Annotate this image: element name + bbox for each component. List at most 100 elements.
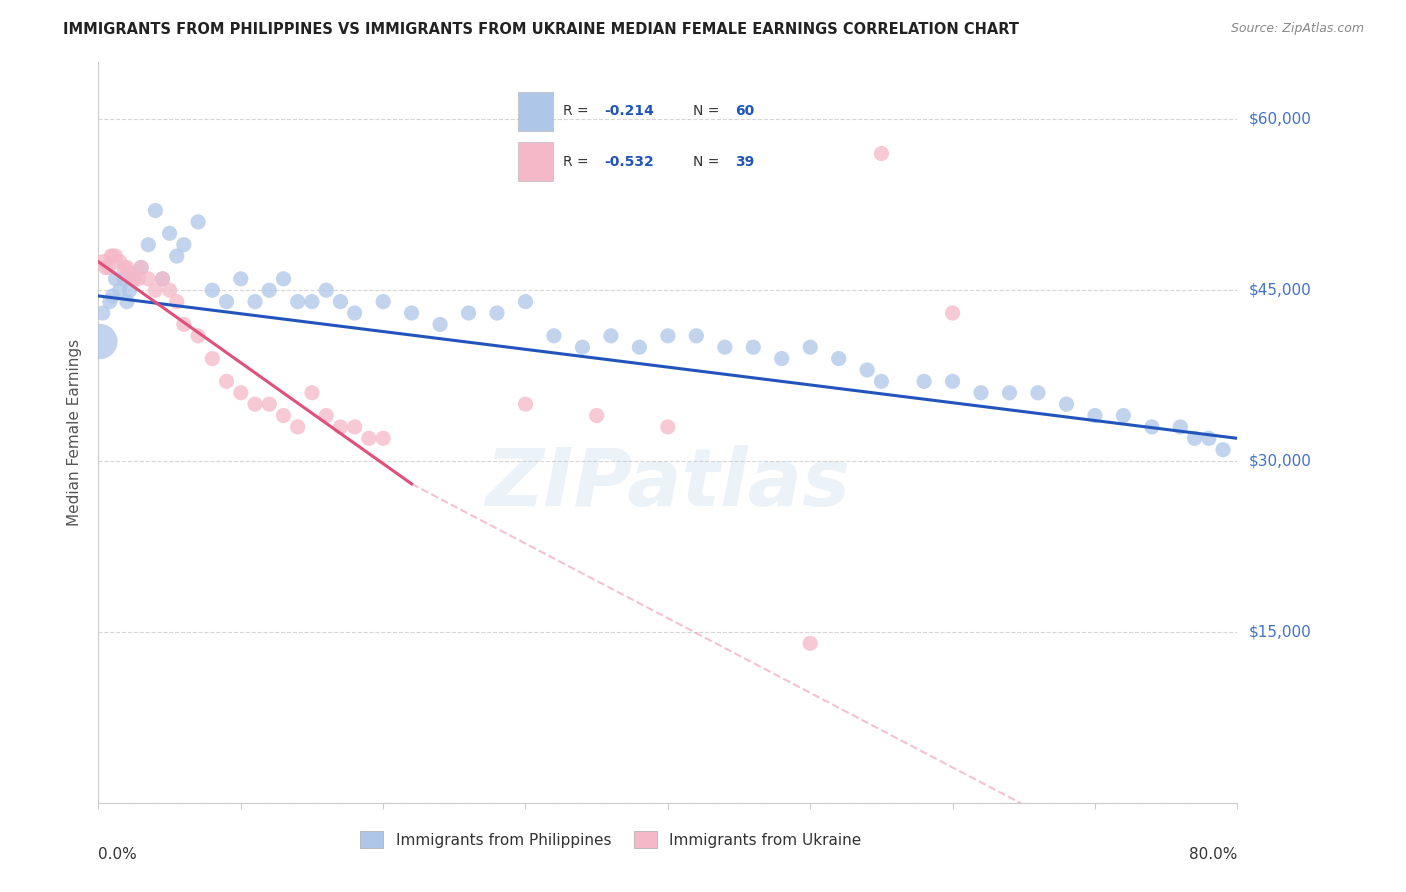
Point	[799, 340, 821, 354]
Point	[942, 306, 965, 320]
Y-axis label: Median Female Earnings: Median Female Earnings	[67, 339, 83, 526]
Point	[89, 334, 111, 349]
Point	[1026, 385, 1049, 400]
Point	[122, 272, 145, 286]
Point	[129, 260, 152, 275]
Point	[1212, 442, 1234, 457]
Point	[118, 266, 141, 280]
Point	[571, 340, 593, 354]
Point	[287, 294, 309, 309]
Point	[329, 294, 352, 309]
Point	[112, 260, 135, 275]
Point	[714, 340, 737, 354]
Point	[166, 294, 188, 309]
Point	[343, 306, 366, 320]
Text: $15,000: $15,000	[1249, 624, 1312, 640]
Point	[287, 420, 309, 434]
Point	[112, 272, 135, 286]
Point	[187, 328, 209, 343]
Point	[115, 260, 138, 275]
Text: $30,000: $30,000	[1249, 454, 1312, 468]
Point	[870, 146, 893, 161]
Text: ZIPatlas: ZIPatlas	[485, 445, 851, 524]
Point	[1084, 409, 1107, 423]
Point	[657, 420, 679, 434]
Point	[401, 306, 423, 320]
Point	[259, 397, 281, 411]
Point	[371, 294, 394, 309]
Point	[1170, 420, 1192, 434]
Point	[742, 340, 765, 354]
Point	[129, 260, 152, 275]
Point	[1140, 420, 1163, 434]
Point	[770, 351, 793, 366]
Text: Source: ZipAtlas.com: Source: ZipAtlas.com	[1230, 22, 1364, 36]
Text: $45,000: $45,000	[1249, 283, 1312, 298]
Point	[159, 283, 181, 297]
Point	[108, 254, 131, 268]
Point	[173, 318, 195, 332]
Point	[108, 283, 131, 297]
Point	[201, 351, 224, 366]
Text: IMMIGRANTS FROM PHILIPPINES VS IMMIGRANTS FROM UKRAINE MEDIAN FEMALE EARNINGS CO: IMMIGRANTS FROM PHILIPPINES VS IMMIGRANT…	[63, 22, 1019, 37]
Point	[315, 409, 337, 423]
Point	[166, 249, 188, 263]
Point	[259, 283, 281, 297]
Point	[301, 294, 323, 309]
Point	[1198, 431, 1220, 445]
Point	[1056, 397, 1078, 411]
Text: 80.0%: 80.0%	[1189, 847, 1237, 863]
Point	[515, 397, 537, 411]
Point	[970, 385, 993, 400]
Legend: Immigrants from Philippines, Immigrants from Ukraine: Immigrants from Philippines, Immigrants …	[354, 824, 868, 855]
Point	[145, 283, 167, 297]
Point	[357, 431, 380, 445]
Point	[343, 420, 366, 434]
Point	[145, 203, 167, 218]
Point	[329, 420, 352, 434]
Point	[122, 272, 145, 286]
Point	[315, 283, 337, 297]
Point	[100, 249, 122, 263]
Point	[243, 294, 266, 309]
Point	[98, 294, 121, 309]
Point	[1112, 409, 1135, 423]
Point	[118, 283, 141, 297]
Point	[215, 375, 238, 389]
Point	[201, 283, 224, 297]
Point	[870, 375, 893, 389]
Point	[215, 294, 238, 309]
Point	[173, 237, 195, 252]
Point	[229, 385, 252, 400]
Point	[101, 289, 124, 303]
Point	[104, 249, 127, 263]
Text: 0.0%: 0.0%	[98, 847, 138, 863]
Point	[115, 294, 138, 309]
Point	[136, 272, 159, 286]
Point	[486, 306, 509, 320]
Point	[187, 215, 209, 229]
Point	[1184, 431, 1206, 445]
Point	[91, 306, 114, 320]
Point	[856, 363, 879, 377]
Point	[657, 328, 679, 343]
Point	[429, 318, 451, 332]
Point	[799, 636, 821, 650]
Point	[273, 409, 295, 423]
Point	[998, 385, 1021, 400]
Point	[273, 272, 295, 286]
Point	[457, 306, 479, 320]
Point	[152, 272, 174, 286]
Point	[600, 328, 623, 343]
Point	[229, 272, 252, 286]
Point	[243, 397, 266, 411]
Point	[942, 375, 965, 389]
Point	[91, 254, 114, 268]
Point	[127, 272, 149, 286]
Point	[912, 375, 935, 389]
Point	[628, 340, 651, 354]
Point	[515, 294, 537, 309]
Point	[585, 409, 607, 423]
Point	[94, 260, 117, 275]
Point	[685, 328, 707, 343]
